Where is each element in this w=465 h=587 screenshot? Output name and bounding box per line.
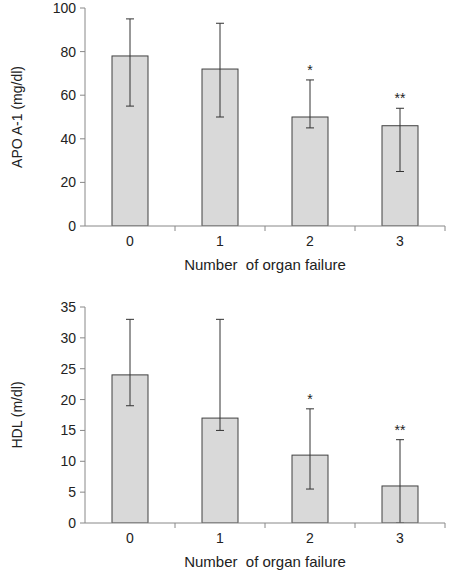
y-tick-label: 20 — [60, 392, 76, 408]
y-tick — [80, 492, 85, 493]
x-tick — [445, 523, 446, 528]
annotation: ** — [395, 422, 406, 438]
y-tick-label: 100 — [53, 0, 77, 16]
y-tick — [80, 368, 85, 369]
x-tick — [265, 523, 266, 528]
y-tick-label: 80 — [60, 44, 76, 60]
y-tick — [80, 182, 85, 183]
x-tick-label: 3 — [396, 233, 404, 249]
y-tick — [80, 226, 85, 227]
x-tick — [175, 523, 176, 528]
y-axis — [85, 8, 86, 226]
y-axis — [85, 307, 86, 523]
error-bar — [216, 319, 224, 430]
y-tick-label: 0 — [68, 515, 76, 531]
y-tick — [80, 399, 85, 400]
y-tick-label: 60 — [60, 87, 76, 103]
x-axis-title: Number of organ failure — [184, 256, 346, 273]
y-tick — [80, 337, 85, 338]
y-tick-label: 25 — [60, 361, 76, 377]
x-tick-label: 2 — [306, 530, 314, 546]
y-tick — [80, 523, 85, 524]
y-tick-label: 0 — [68, 218, 76, 234]
y-tick — [80, 51, 85, 52]
x-tick-label: 3 — [396, 530, 404, 546]
y-axis-title: APO A-1 (mg/dl) — [9, 66, 25, 168]
marks — [112, 319, 418, 523]
y-tick-label: 5 — [68, 484, 76, 500]
x-tick — [265, 226, 266, 231]
x-tick-label: 1 — [216, 233, 224, 249]
annotation: ** — [395, 90, 406, 106]
y-tick-label: 10 — [60, 453, 76, 469]
x-tick-label: 1 — [216, 530, 224, 546]
y-tick — [80, 461, 85, 462]
bar — [292, 117, 328, 226]
error-bar — [126, 19, 134, 106]
y-tick-label: 40 — [60, 131, 76, 147]
figure: ***0204060801000123Number of organ failu… — [0, 0, 465, 587]
x-tick — [445, 226, 446, 231]
y-tick-label: 20 — [60, 174, 76, 190]
y-axis-title: HDL (m/dl) — [9, 381, 25, 448]
error-bar — [396, 440, 404, 523]
x-tick-label: 2 — [306, 233, 314, 249]
bar — [202, 418, 238, 523]
error-bar — [396, 108, 404, 171]
x-tick-label: 0 — [126, 233, 134, 249]
y-tick — [80, 138, 85, 139]
error-bar — [306, 80, 314, 128]
error-bar — [126, 319, 134, 405]
annotation: * — [307, 62, 313, 78]
y-tick — [80, 95, 85, 96]
x-tick — [355, 226, 356, 231]
marks — [112, 19, 418, 226]
y-tick — [80, 307, 85, 308]
y-tick-label: 35 — [60, 299, 76, 315]
error-bar — [216, 23, 224, 117]
x-tick — [355, 523, 356, 528]
error-bar — [306, 409, 314, 489]
chart-1: ***051015202530350123Number of organ fai… — [9, 299, 445, 570]
y-tick-label: 30 — [60, 330, 76, 346]
annotation: * — [307, 391, 313, 407]
x-tick — [175, 226, 176, 231]
y-tick-label: 15 — [60, 422, 76, 438]
x-tick-label: 0 — [126, 530, 134, 546]
y-tick — [80, 430, 85, 431]
x-axis-title: Number of organ failure — [184, 553, 346, 570]
y-tick — [80, 8, 85, 9]
chart-0: ***0204060801000123Number of organ failu… — [9, 0, 445, 273]
